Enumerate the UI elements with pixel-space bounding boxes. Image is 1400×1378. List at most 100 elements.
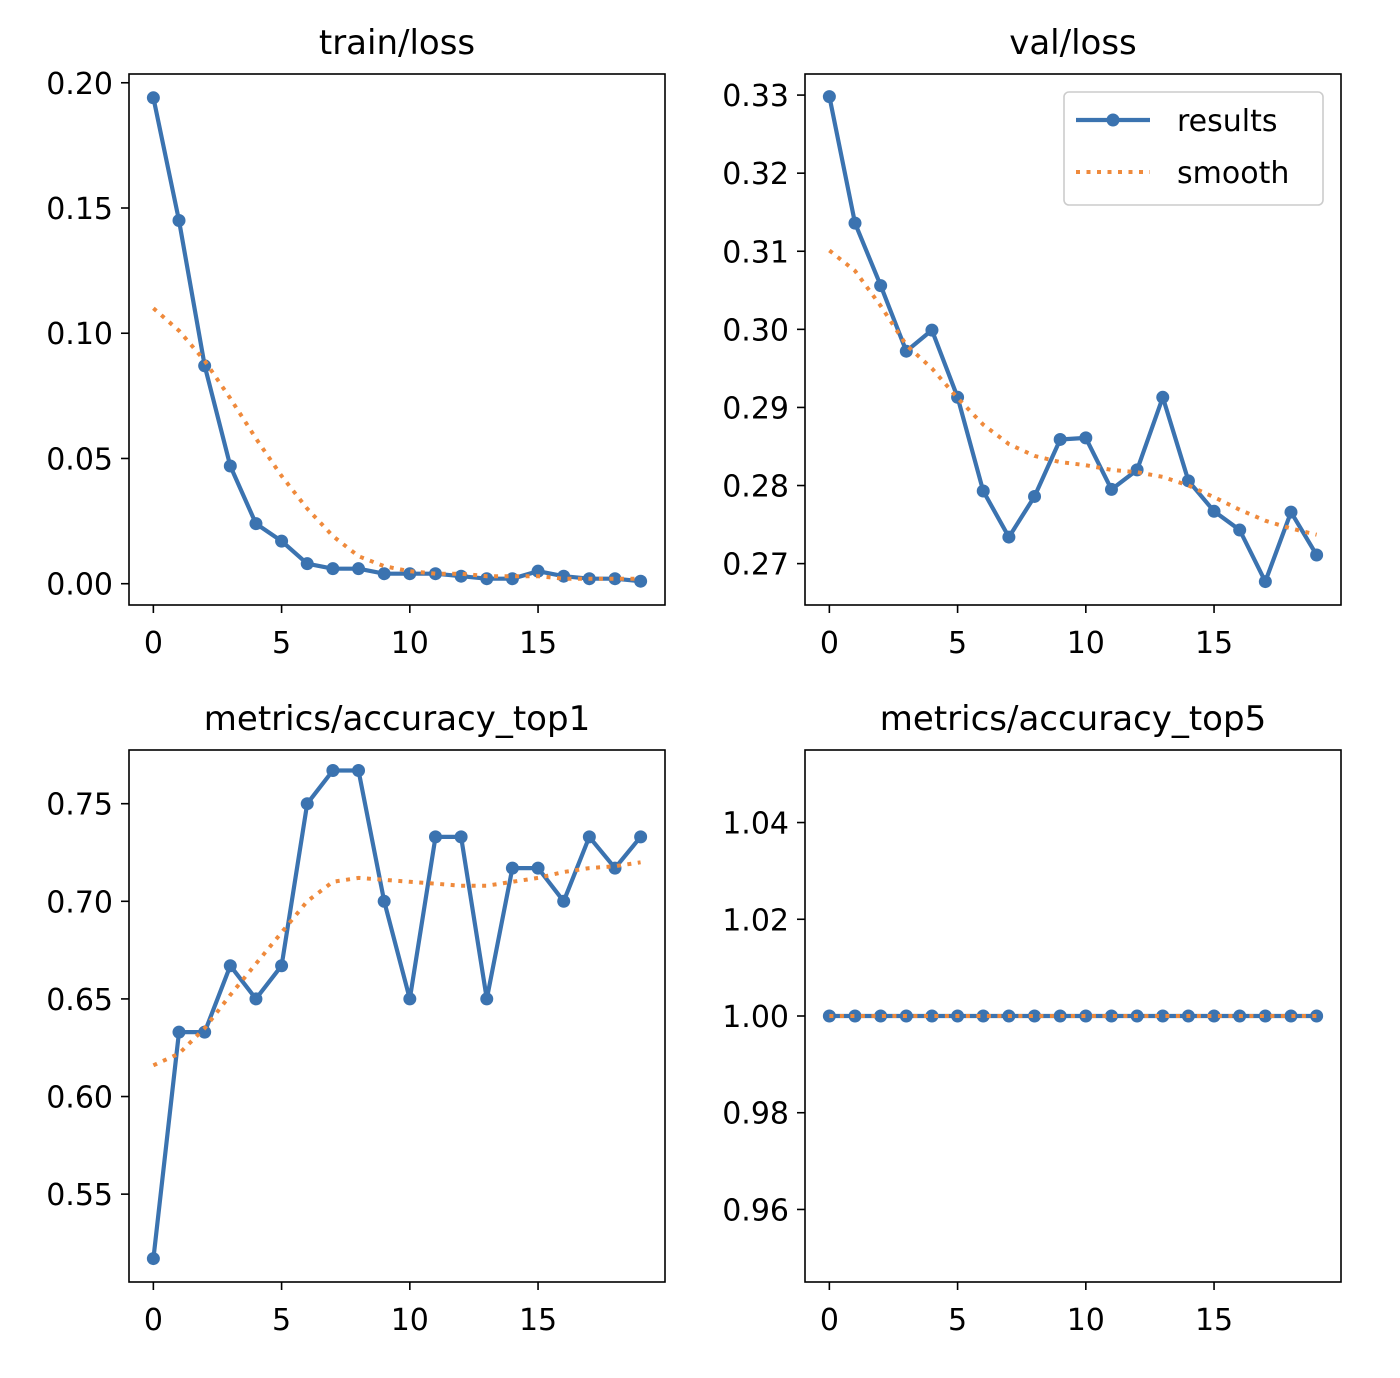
results-point: [326, 562, 340, 576]
results-point: [249, 992, 263, 1006]
results-point: [1310, 1009, 1324, 1023]
results-point: [1207, 504, 1221, 518]
legend: results smooth: [1063, 91, 1324, 206]
results-point: [172, 1025, 186, 1039]
y-tick-label: 0.00: [46, 568, 113, 603]
results-point: [1104, 1009, 1118, 1023]
results-point: [249, 517, 263, 531]
y-tick-label: 0.75: [46, 788, 113, 823]
results-point: [1284, 1009, 1298, 1023]
results-point: [1284, 505, 1298, 519]
results-point: [275, 959, 289, 973]
y-tick-label: 0.65: [46, 983, 113, 1018]
x-tick-label: 15: [519, 1303, 557, 1338]
plot-frame: [128, 749, 666, 1283]
results-point: [582, 830, 596, 844]
results-point: [505, 572, 519, 586]
y-tick-label: 0.98: [722, 1097, 789, 1132]
y-tick-label: 0.33: [722, 79, 789, 114]
results-point: [403, 992, 417, 1006]
results-point: [531, 861, 545, 875]
y-tick-label: 0.15: [46, 192, 113, 227]
x-tick-label: 5: [272, 626, 291, 661]
results-line: [151, 768, 643, 1259]
results-point: [352, 763, 366, 777]
results-point: [223, 959, 237, 973]
x-tick-label: 5: [948, 1303, 967, 1338]
results-point: [146, 91, 160, 105]
y-tick-label: 0.29: [722, 391, 789, 426]
x-tick-label: 10: [1067, 1303, 1105, 1338]
results-point: [925, 323, 939, 337]
results-point: [275, 534, 289, 548]
results-point: [1156, 390, 1170, 404]
y-tick-label: 0.10: [46, 317, 113, 352]
chart-panel-2: val/loss 0 5 10 15 0.27 0.28 0.29 0.30 0.31 0.32 0.…: [722, 23, 1342, 661]
results-point: [300, 797, 314, 811]
y-tick-label: 0.70: [46, 885, 113, 920]
x-tick-label: 10: [391, 626, 429, 661]
results-point: [428, 567, 442, 581]
y-tick-label: 0.60: [46, 1081, 113, 1116]
results-point: [848, 1009, 862, 1023]
results-point: [480, 992, 494, 1006]
y-tick-label: 0.20: [46, 67, 113, 102]
results-point: [848, 216, 862, 230]
results-point: [874, 1009, 888, 1023]
plot-frame: [128, 73, 666, 606]
results-point: [1156, 1009, 1170, 1023]
x-tick-label: 0: [144, 1303, 163, 1338]
results-point: [822, 1009, 836, 1023]
y-tick-label: 1.02: [722, 903, 789, 938]
results-point: [1028, 489, 1042, 503]
results-point: [300, 557, 314, 571]
y-tick-label: 0.30: [722, 313, 789, 348]
x-tick-label: 15: [1195, 1303, 1233, 1338]
chart-panel-3: metrics/accuracy_top1 0 5 10 15 0.55 0.60 0.65 0…: [46, 699, 666, 1338]
results-point: [326, 763, 340, 777]
results-point: [454, 830, 468, 844]
chart-title: metrics/accuracy_top1: [204, 699, 590, 739]
results-point: [146, 1252, 160, 1266]
y-tick-label: 1.00: [722, 1000, 789, 1035]
x-tick-label: 15: [519, 626, 557, 661]
y-tick-label: 0.27: [722, 548, 789, 583]
x-tick-label: 10: [391, 1303, 429, 1338]
results-point: [557, 894, 571, 908]
results-point: [634, 830, 648, 844]
results-point: [874, 279, 888, 293]
results-point: [428, 830, 442, 844]
results-point: [1181, 474, 1195, 488]
results-point: [223, 459, 237, 473]
results-point: [352, 562, 366, 576]
x-tick-label: 5: [948, 626, 967, 661]
results-point: [1104, 482, 1118, 496]
chart-panel-1: train/loss 0 5 10 15 0.00 0.05 0.10 0.15 0.20: [46, 23, 666, 661]
results-point: [377, 894, 391, 908]
y-tick-label: 0.32: [722, 157, 789, 192]
results-point: [557, 569, 571, 583]
results-point: [377, 567, 391, 581]
x-tick-label: 0: [820, 1303, 839, 1338]
x-tick-label: 0: [820, 626, 839, 661]
results-point: [198, 1025, 212, 1039]
legend-results-marker: [1106, 113, 1120, 127]
results-point: [1079, 1009, 1093, 1023]
y-tick-label: 0.96: [722, 1193, 789, 1228]
chart-title: val/loss: [1009, 23, 1137, 63]
legend-smooth-label: smooth: [1177, 156, 1289, 191]
results-point: [1258, 575, 1272, 589]
results-point: [454, 569, 468, 583]
results-point: [1310, 548, 1324, 562]
x-tick-label: 15: [1195, 626, 1233, 661]
x-tick-label: 5: [272, 1303, 291, 1338]
results-point: [1079, 431, 1093, 445]
x-tick-label: 10: [1067, 626, 1105, 661]
smooth-line: [828, 248, 1318, 537]
y-tick-label: 0.05: [46, 442, 113, 477]
results-point: [172, 214, 186, 228]
plot-frame: [804, 73, 1342, 606]
chart-title: metrics/accuracy_top5: [880, 699, 1266, 739]
results-point: [1258, 1009, 1272, 1023]
